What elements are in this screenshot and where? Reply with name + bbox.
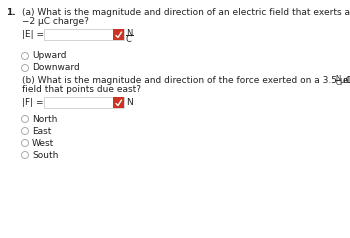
Text: |E| =: |E| = xyxy=(22,30,44,39)
Text: South: South xyxy=(32,150,58,159)
Text: (b) What is the magnitude and direction of the force exerted on a 3.5 μC charge : (b) What is the magnitude and direction … xyxy=(22,76,350,85)
Text: field that points due east?: field that points due east? xyxy=(22,85,141,94)
Text: C: C xyxy=(126,35,132,44)
Text: 1.: 1. xyxy=(6,8,16,17)
FancyBboxPatch shape xyxy=(113,29,124,40)
Text: West: West xyxy=(32,139,54,148)
Text: N: N xyxy=(126,98,133,107)
Text: C: C xyxy=(335,80,340,86)
Text: Downward: Downward xyxy=(32,64,80,73)
Text: electric: electric xyxy=(342,76,350,85)
FancyBboxPatch shape xyxy=(113,97,124,108)
Text: East: East xyxy=(32,127,51,135)
Text: North: North xyxy=(32,114,57,124)
Text: −2 μC charge?: −2 μC charge? xyxy=(22,17,89,26)
Text: (a) What is the magnitude and direction of an electric field that exerts a 2·10⁵: (a) What is the magnitude and direction … xyxy=(22,8,350,17)
Text: Upward: Upward xyxy=(32,51,66,60)
Text: N: N xyxy=(335,75,341,81)
FancyBboxPatch shape xyxy=(44,97,124,108)
FancyBboxPatch shape xyxy=(44,29,124,40)
Text: N: N xyxy=(126,29,132,38)
Text: |F| =: |F| = xyxy=(22,98,43,107)
